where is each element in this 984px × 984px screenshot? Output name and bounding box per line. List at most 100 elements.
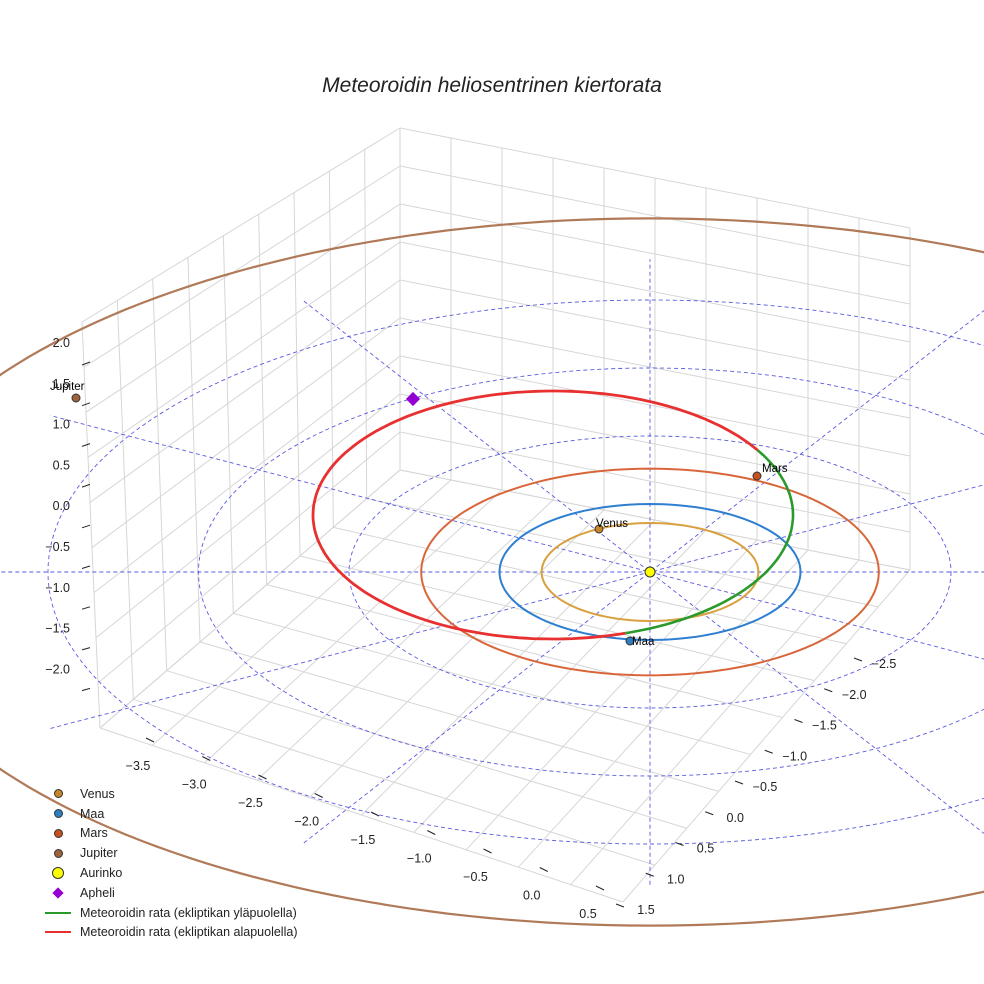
legend-symbol [36, 848, 80, 858]
z-tick-label: −1.0 [45, 581, 70, 595]
grid-line [413, 529, 707, 833]
y-tick-label: −1.5 [812, 719, 837, 733]
jupiter-label: Jupiter [50, 381, 85, 393]
legend-label: Jupiter [80, 846, 118, 861]
z-tick-mark [81, 361, 91, 366]
x-tick-label: −2.5 [238, 796, 263, 810]
legend-label: Apheli [80, 885, 115, 900]
y-tick-label: −2.5 [872, 657, 897, 671]
y-tick-label: −2.0 [842, 688, 867, 702]
grid-line [152, 278, 168, 671]
z-tick-label: 2.0 [53, 336, 70, 350]
y-tick-mark [824, 688, 833, 693]
legend-symbol [36, 828, 80, 838]
grid-line [364, 149, 368, 499]
x-tick-mark [145, 737, 155, 743]
grid-line [399, 431, 911, 533]
x-tick-label: −2.0 [294, 815, 319, 829]
grid-line [116, 300, 134, 700]
z-tick-mark [81, 524, 91, 529]
mars-orbit [420, 467, 880, 677]
legend-label: Mars [80, 826, 108, 841]
legend-symbol [36, 867, 80, 880]
x-tick-mark [539, 867, 548, 872]
x-tick-mark [483, 848, 492, 854]
meteoroid-track-below [311, 389, 759, 641]
z-tick-label: 0.5 [53, 458, 70, 472]
legend-item: Meteoroidin rata (ekliptikan yläpuolella… [36, 903, 297, 923]
grid-line [622, 569, 911, 903]
y-tick-mark [675, 842, 684, 846]
grid-line [187, 257, 201, 643]
y-tick-mark [794, 719, 803, 723]
maa-label: Maa [632, 636, 655, 648]
legend-label: Aurinko [80, 866, 123, 881]
grid-line [399, 203, 911, 305]
legend-item: Venus [36, 784, 297, 804]
grid-line [83, 165, 401, 368]
legend-label: Maa [80, 806, 105, 821]
grid-line [293, 192, 301, 557]
reference-radial [303, 310, 984, 844]
x-tick-label: −1.0 [407, 852, 432, 866]
z-tick-mark [81, 402, 91, 407]
grid-line [91, 317, 401, 548]
x-tick-mark [595, 885, 605, 891]
grid-line [222, 235, 234, 614]
grid-line [87, 241, 401, 458]
grid-line [85, 203, 401, 413]
legend-symbol [36, 911, 80, 914]
y-tick-mark [615, 903, 625, 908]
y-tick-label: −1.0 [782, 749, 807, 763]
y-tick-mark [853, 657, 863, 662]
grid-line [151, 479, 452, 746]
y-tick-label: 0.0 [727, 811, 744, 825]
y-tick-label: 1.0 [667, 872, 684, 886]
venus-orbit [540, 521, 760, 623]
z-tick-label: 0.0 [53, 499, 70, 513]
z-tick-mark [81, 647, 91, 651]
legend-item: Jupiter [36, 843, 297, 863]
grid-line [95, 393, 401, 639]
z-tick-label: −0.5 [45, 540, 70, 554]
z-tick-label: 1.0 [53, 418, 70, 432]
legend-item: Mars [36, 824, 297, 844]
grid-line [81, 127, 401, 323]
grid-line [258, 214, 268, 585]
x-tick-mark [370, 811, 380, 817]
axis-grid [81, 127, 911, 903]
grid-line [256, 499, 554, 781]
reference-circle [47, 299, 984, 845]
legend-label: Meteoroidin rata (ekliptikan yläpuolella… [80, 905, 297, 920]
grid-line [308, 509, 605, 798]
y-tick-mark [705, 811, 714, 816]
y-tick-mark [734, 780, 744, 785]
x-tick-mark [202, 756, 211, 761]
y-tick-mark [764, 749, 773, 754]
y-tick-label: 0.5 [697, 842, 714, 856]
grid-line [465, 539, 758, 851]
grid-line [399, 165, 911, 267]
x-tick-label: 0.0 [523, 889, 540, 903]
y-tick-mark [645, 872, 654, 877]
meteoroid-track-above [625, 449, 795, 635]
grid-line [81, 321, 101, 729]
venus-marker [594, 524, 604, 534]
legend-symbol [36, 809, 80, 819]
y-tick-label: 1.5 [637, 903, 654, 917]
sun-marker [644, 566, 656, 578]
z-tick-mark [81, 565, 91, 569]
planet-orbits [0, 217, 984, 927]
aphelion-marker [405, 391, 421, 407]
maa-marker [625, 636, 635, 646]
grid-line [204, 489, 503, 764]
x-tick-label: −1.5 [351, 833, 376, 847]
legend: Venus Maa Mars Jupiter Aurinko Apheli Meteoroi… [36, 784, 297, 942]
earth-orbit [498, 502, 802, 642]
legend-item: Aurinko [36, 863, 297, 883]
grid-line [399, 127, 911, 229]
z-tick-mark [81, 483, 91, 488]
grid-line [518, 549, 809, 868]
grid-line [99, 469, 401, 729]
legend-item: Apheli [36, 883, 297, 903]
